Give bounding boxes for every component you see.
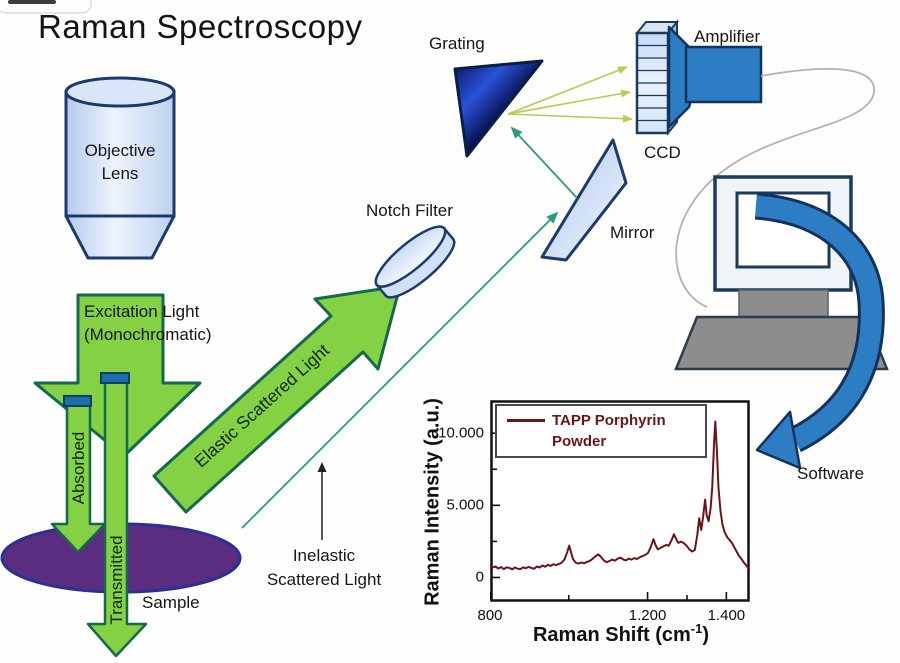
x-tick-label: 1.200 xyxy=(628,607,667,624)
chart-x-axis-label: Raman Shift (cm-1) xyxy=(533,621,709,647)
amplifier-box xyxy=(684,45,763,104)
spectrum-line xyxy=(490,420,750,571)
ray-grating-to-ccd-1 xyxy=(507,66,628,115)
y-tick-label: 10.000 xyxy=(438,424,484,442)
x-axis-label-close: ) xyxy=(702,623,710,646)
absorbed-arrow-cap xyxy=(63,395,92,407)
swoosh-body xyxy=(754,195,882,450)
software-swoosh-arrow xyxy=(754,192,885,470)
x-axis-label-text: Raman Shift (cm xyxy=(532,623,691,646)
grating-prism xyxy=(453,59,544,158)
ccd-label: CCD xyxy=(644,143,681,162)
absorbed-arrow xyxy=(50,395,107,554)
notch-filter-face xyxy=(374,225,447,288)
absorbed-arrow-shape xyxy=(50,403,107,554)
inelastic-line1: Inelastic xyxy=(292,546,356,566)
monitor-base xyxy=(674,315,889,371)
elastic-scattered-arrow xyxy=(152,284,402,514)
legend-line-swatch xyxy=(507,419,545,422)
excitation-light-label: Excitation Light (Monochromatic) xyxy=(84,301,212,347)
mirror-shape xyxy=(540,138,628,262)
x-tick-label: 1.400 xyxy=(707,607,746,624)
notch-filter-disk xyxy=(374,225,456,299)
objective-lens-top xyxy=(64,76,176,108)
window-remnant-bar xyxy=(8,0,56,4)
amplifier-label: Amplifier xyxy=(694,27,761,46)
absorbed-label: Absorbed xyxy=(69,431,88,505)
chart-legend: TAPP Porphyrin Powder xyxy=(495,404,707,458)
inelastic-line2: Scattered Light xyxy=(266,570,382,589)
excitation-light-line2: (Monochromatic) xyxy=(84,324,212,344)
objective-lens xyxy=(64,76,176,260)
ray-mirror-to-grating xyxy=(510,126,578,199)
spectrum-chart: Raman Intensity (a.u.) Raman Shift (cm-1… xyxy=(415,382,800,663)
computer xyxy=(674,175,889,371)
mirror-label: Mirror xyxy=(610,223,655,242)
excitation-light-line1: Excitation Light xyxy=(84,302,200,321)
signal-wire xyxy=(675,68,875,308)
objective-lens-tip xyxy=(64,214,176,260)
ccd-cell-lines xyxy=(637,44,668,122)
notch-filter-label: Notch Filter xyxy=(366,201,453,220)
monitor-stand xyxy=(738,289,829,318)
x-axis-label-exponent: -1 xyxy=(690,621,703,637)
ray-grating-to-ccd-2 xyxy=(507,89,631,115)
transmitted-arrow-shape xyxy=(86,380,148,658)
software-label: Software xyxy=(797,464,865,483)
x-tick-label: 800 xyxy=(477,607,503,624)
inelastic-label: Inelastic Scattered Light xyxy=(244,544,404,592)
ray-grating-to-ccd-3 xyxy=(507,113,633,123)
sample-label: Sample xyxy=(142,593,200,612)
page-title: Raman Spectroscopy xyxy=(38,8,363,45)
transmitted-label: Transmitted xyxy=(107,535,126,625)
legend-series-name: TAPP Porphyrin Powder xyxy=(552,412,666,450)
transmitted-arrow xyxy=(86,372,148,658)
y-tick-label: 0 xyxy=(475,568,484,586)
grating-label: Grating xyxy=(429,34,485,53)
window-remnant xyxy=(0,0,92,14)
swoosh-head xyxy=(755,410,802,470)
ray-sample-to-mirror xyxy=(241,211,559,529)
transmitted-arrow-cap xyxy=(100,372,130,384)
y-tick-label: 5.000 xyxy=(446,496,484,514)
objective-lens-label: Objective Lens xyxy=(84,141,156,183)
